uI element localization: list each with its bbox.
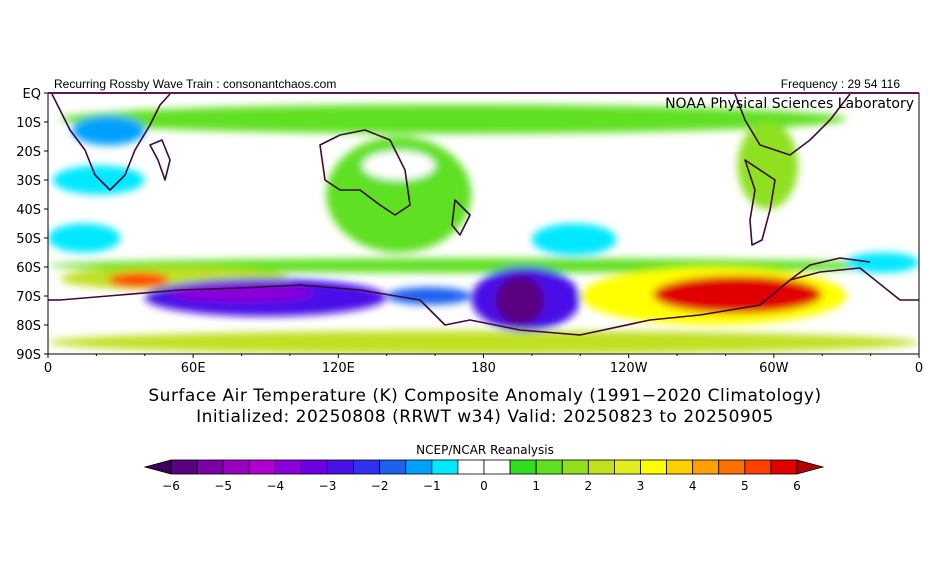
coastline-path <box>789 257 871 281</box>
x-tick-label: 120E <box>322 361 355 376</box>
x-tick-label: 0 <box>915 361 923 376</box>
colorbar-tick-label: 1 <box>532 479 540 493</box>
colorbar-tick-label: −4 <box>266 479 284 493</box>
colorbar-max-arrow <box>796 459 825 475</box>
colorbar-box <box>327 459 354 475</box>
colorbar-box <box>770 459 798 475</box>
colorbar-box <box>379 459 407 475</box>
coastlines <box>48 93 919 336</box>
colorbar-tick-label: 3 <box>637 479 645 493</box>
anomaly-region <box>652 275 823 314</box>
x-tick-label: 0 <box>44 361 52 376</box>
y-tick-label: 40S <box>16 203 41 218</box>
colorbar-box <box>248 459 276 475</box>
colorbar-box <box>222 459 250 475</box>
colorbar-box <box>614 459 641 475</box>
coastline-path <box>59 267 919 336</box>
anomaly-region <box>846 252 919 273</box>
y-axis-ticks: EQ 10S 20S 30S 40S 50S 60S 70S 80S 90S <box>16 87 48 363</box>
anomaly-region <box>362 151 436 180</box>
colorbar-tick-label: 2 <box>585 479 593 493</box>
anomaly-region <box>108 272 169 288</box>
anomaly-region <box>48 330 919 354</box>
anomaly-region <box>737 122 799 209</box>
colorbar-box <box>692 459 720 475</box>
y-tick-label: 50S <box>16 232 41 247</box>
y-tick-label: 30S <box>16 174 41 189</box>
anomaly-region <box>60 104 847 134</box>
colorbar-box <box>170 459 198 475</box>
x-tick-label: 120W <box>610 361 648 376</box>
colorbar-tick-label: −2 <box>371 479 389 493</box>
colorbar-tick-label: 4 <box>689 479 697 493</box>
anomaly-region <box>52 165 145 195</box>
anomaly-fill <box>48 104 919 354</box>
colorbar-box <box>666 459 694 475</box>
y-tick-label: 20S <box>16 145 41 160</box>
y-tick-label: EQ <box>23 87 41 102</box>
credit-label: NOAA Physical Sciences Laboratory <box>665 96 914 112</box>
colorbar-box <box>718 459 746 475</box>
x-axis-ticks: 0 60E 120E 180 120W 60W 0 <box>44 354 923 376</box>
colorbar-box <box>457 459 485 475</box>
coastline-path <box>734 93 851 156</box>
chart-subtitle: Initialized: 20250808 (RRWT w34) Valid: … <box>196 407 774 427</box>
colorbar-box <box>483 459 511 475</box>
colorbar-box <box>405 459 433 475</box>
chart-title: Surface Air Temperature (K) Composite An… <box>148 386 822 406</box>
coastline-path <box>451 199 471 236</box>
colorbar-title: NCEP/NCAR Reanalysis <box>416 443 554 457</box>
y-tick-label: 90S <box>16 348 41 363</box>
colorbar-box <box>744 459 772 475</box>
y-tick-label: 60S <box>16 261 41 276</box>
coastline-path <box>744 159 776 246</box>
y-tick-label: 70S <box>16 290 41 305</box>
x-tick-label: 60W <box>759 361 789 376</box>
y-tick-label: 10S <box>16 116 41 131</box>
colorbar-min-arrow <box>143 459 172 475</box>
anomaly-region <box>72 116 145 146</box>
coastline-path <box>149 139 171 181</box>
colorbar-box <box>196 459 224 475</box>
header-right-text: Frequency : 29 54 116 <box>780 77 900 91</box>
y-tick-label: 80S <box>16 319 41 334</box>
colorbar-box <box>301 459 328 475</box>
anomaly-region <box>531 223 617 256</box>
colorbar-box <box>274 459 302 475</box>
anomaly-region <box>495 275 544 325</box>
x-tick-label: 60E <box>181 361 206 376</box>
header-left-text: Recurring Rossby Wave Train : consonantc… <box>54 77 337 91</box>
colorbar-box <box>561 459 589 475</box>
colorbar-tick-label: −1 <box>423 479 441 493</box>
colorbar-box <box>509 459 537 475</box>
colorbar-tick-label: 5 <box>741 479 749 493</box>
x-tick-label: 180 <box>471 361 496 376</box>
colorbar-box <box>431 459 459 475</box>
colorbar-tick-label: −6 <box>162 479 180 493</box>
colorbar-box <box>587 459 615 475</box>
colorbar-tick-label: 0 <box>480 479 488 493</box>
colorbar-box <box>535 459 563 475</box>
colorbar-box <box>640 459 667 475</box>
coastline-path <box>319 129 411 216</box>
coastline-path <box>51 93 171 191</box>
anomaly-region <box>386 287 472 305</box>
colorbar-tick-label: −3 <box>319 479 337 493</box>
anomaly-region <box>48 223 121 253</box>
colorbar-tick-label: −5 <box>214 479 232 493</box>
anomaly-region <box>168 284 315 302</box>
colorbar-box <box>353 459 381 475</box>
colorbar: −6 −5 −4 −3 −2 −1 0 1 2 3 4 5 6 <box>143 459 825 493</box>
colorbar-tick-label: 6 <box>793 479 801 493</box>
